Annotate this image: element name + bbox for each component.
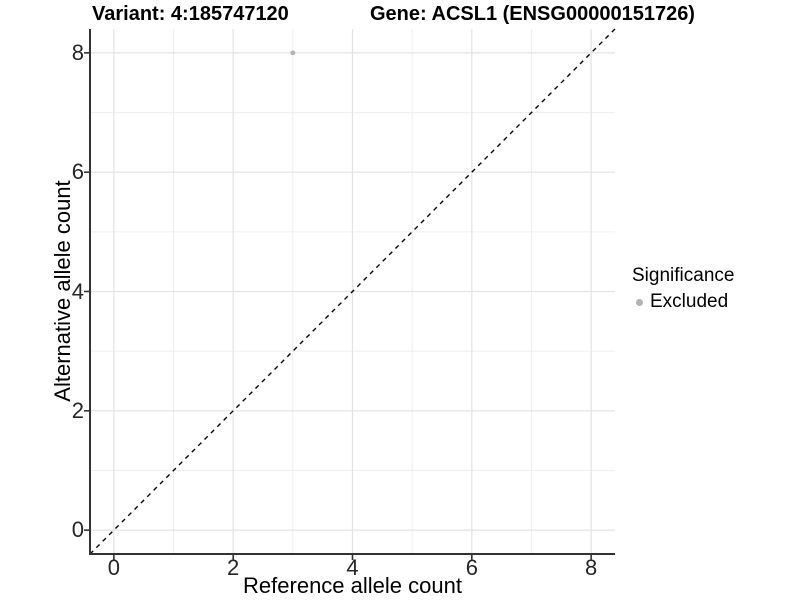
y-tick-label: 6 <box>71 159 84 185</box>
x-tick-label: 2 <box>227 555 240 580</box>
x-tick-label: 4 <box>346 555 359 580</box>
y-tick-label: 0 <box>71 517 84 543</box>
variant-title: Variant: 4:185747120 <box>92 3 289 25</box>
y-tick-label: 8 <box>71 39 84 65</box>
x-axis-title: Reference allele count <box>243 573 462 598</box>
gene-title: Gene: ACSL1 (ENSG00000151726) <box>370 3 695 25</box>
x-tick-label: 0 <box>107 555 120 580</box>
legend-item-excluded: Excluded <box>632 290 734 314</box>
legend-title: Significance <box>632 265 735 286</box>
x-tick-label: 6 <box>465 555 478 580</box>
legend: Significance Excluded <box>632 264 734 314</box>
legend-item-label: Excluded <box>650 291 729 312</box>
data-point-excluded <box>290 50 296 56</box>
x-tick-label: 8 <box>585 555 598 580</box>
y-tick-label: 2 <box>71 397 84 423</box>
y-tick-label: 4 <box>71 278 84 304</box>
identity-line <box>89 28 616 555</box>
excluded-point-icon <box>636 298 643 306</box>
